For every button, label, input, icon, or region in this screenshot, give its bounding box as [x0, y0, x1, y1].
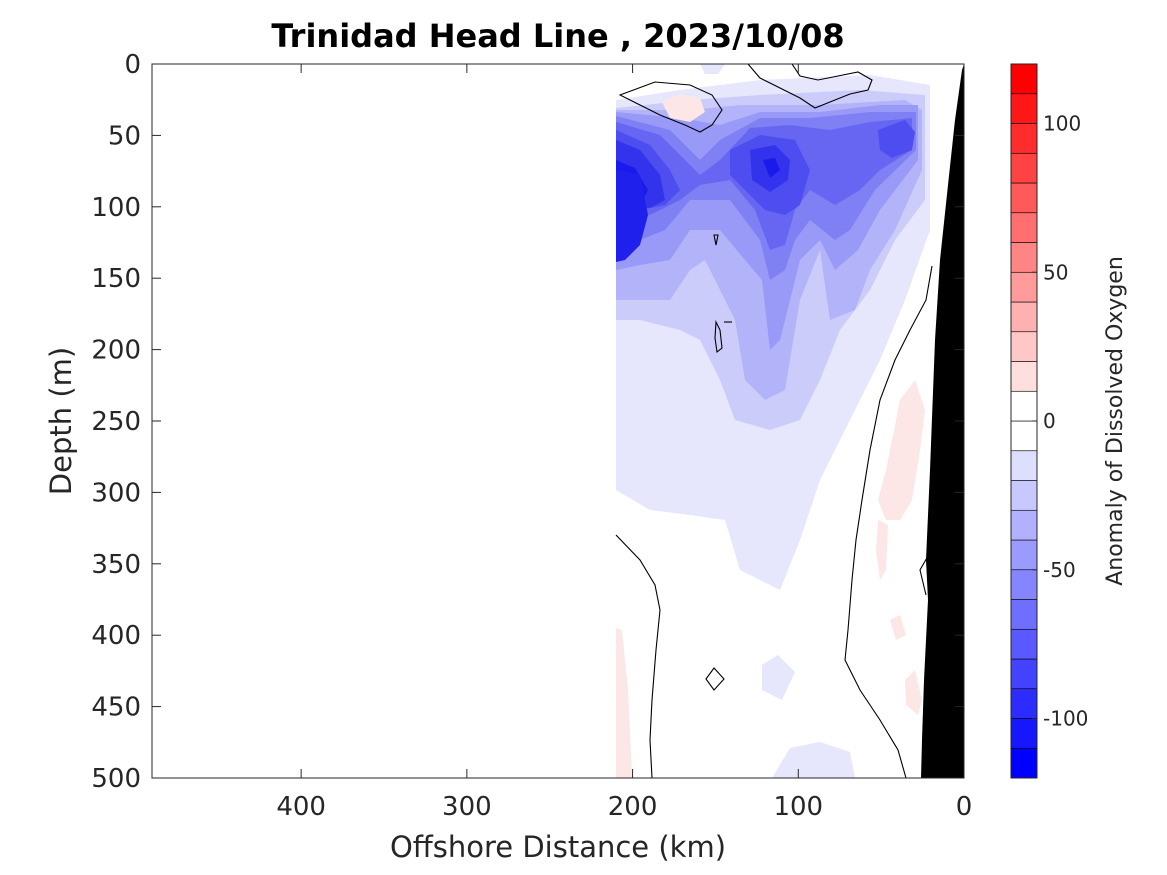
colorbar-tick-label: -100	[1043, 707, 1088, 731]
zero-contour-line	[713, 234, 719, 246]
x-tick-label: 0	[956, 792, 973, 822]
anomaly-region-plus10	[905, 670, 922, 715]
anomaly-region-plus10	[890, 615, 906, 640]
zero-contour-line	[747, 64, 873, 109]
zero-contour-line	[714, 319, 723, 354]
colorbar-swatch	[1010, 599, 1038, 630]
anomaly-region-minus10	[762, 655, 795, 700]
x-tick-marks	[300, 64, 965, 778]
colorbar-swatch	[1010, 93, 1038, 124]
anomaly-region-minus80	[616, 140, 790, 208]
anomaly-region-minus10	[700, 64, 725, 74]
x-tick-label: 200	[608, 792, 658, 822]
y-axis-label: Depth (m)	[44, 347, 78, 495]
colorbar-swatch	[1010, 63, 1038, 95]
bathymetry-fill	[921, 64, 964, 778]
anomaly-region-plus10	[662, 94, 705, 122]
y-tick-label: 400	[91, 621, 141, 651]
colorbar-swatch	[1010, 123, 1038, 154]
anomaly-region-minus90	[616, 170, 648, 262]
colorbar-swatch	[1010, 331, 1038, 362]
colorbar-swatch	[1010, 212, 1038, 243]
zero-contour-line	[618, 81, 723, 133]
y-tick-label: 200	[91, 336, 141, 366]
y-tick-label: 450	[91, 693, 141, 723]
colorbar-swatch	[1010, 509, 1038, 541]
zero-contour-line	[844, 265, 933, 778]
zero-contour-line	[705, 667, 725, 691]
colorbar-swatch	[1010, 480, 1038, 511]
colorbar-swatch	[1010, 539, 1038, 571]
colorbar-swatch	[1010, 569, 1038, 600]
anomaly-region-plus10	[878, 380, 925, 520]
colorbar-tick-label: 0	[1043, 409, 1056, 433]
y-tick-label: 300	[91, 478, 141, 508]
colorbar	[1010, 63, 1038, 779]
colorbar-label: Anomaly of Dissolved Oxygen	[1103, 256, 1128, 586]
colorbar-swatch	[1010, 390, 1038, 422]
anomaly-region-minus10	[772, 742, 855, 778]
y-tick-label: 150	[91, 264, 141, 294]
anomaly-region-plus10	[876, 520, 888, 580]
colorbar-tick-label: 50	[1043, 260, 1068, 284]
colorbar-swatch	[1010, 718, 1038, 749]
zero-contour-line	[615, 534, 661, 778]
colorbar-tick-label: -50	[1043, 558, 1076, 582]
x-tick-label: 300	[442, 792, 492, 822]
colorbar-tick-label: 100	[1043, 112, 1081, 136]
colorbar-swatch	[1010, 361, 1038, 392]
contour-fill-layer	[616, 64, 930, 778]
colorbar-swatch	[1010, 271, 1038, 303]
zero-contour-line	[919, 555, 929, 596]
colorbar-swatch	[1010, 182, 1038, 214]
colorbar-swatch	[1010, 450, 1038, 481]
y-tick-marks	[152, 63, 964, 779]
y-tick-label: 250	[91, 407, 141, 437]
y-tick-label: 0	[124, 50, 141, 80]
colorbar-swatch	[1010, 152, 1038, 184]
y-tick-label: 350	[91, 550, 141, 580]
zero-contour-layer	[615, 64, 933, 778]
colorbar-swatch	[1010, 242, 1038, 273]
x-tick-label: 400	[276, 792, 326, 822]
colorbar-swatch	[1010, 301, 1038, 333]
colorbar-swatch	[1010, 658, 1038, 690]
y-tick-label: 100	[91, 193, 141, 223]
colorbar-swatch	[1010, 747, 1038, 779]
anomaly-region-plus10	[616, 628, 632, 778]
colorbar-swatch	[1010, 628, 1038, 660]
y-tick-labels: 0 50 100 150 200 250 300 350 400 450 500	[91, 50, 141, 794]
x-tick-labels: 400 300 200 100 0	[276, 792, 972, 822]
y-tick-label: 500	[91, 764, 141, 794]
colorbar-ticks: 100 50 0 -50 -100	[1032, 112, 1088, 731]
x-tick-label: 100	[773, 792, 823, 822]
chart-title: Trinidad Head Line , 2023/10/08	[271, 17, 844, 55]
colorbar-swatch	[1010, 688, 1038, 719]
x-axis-label: Offshore Distance (km)	[390, 830, 726, 864]
y-tick-label: 50	[108, 121, 141, 151]
colorbar-swatch	[1010, 420, 1038, 452]
